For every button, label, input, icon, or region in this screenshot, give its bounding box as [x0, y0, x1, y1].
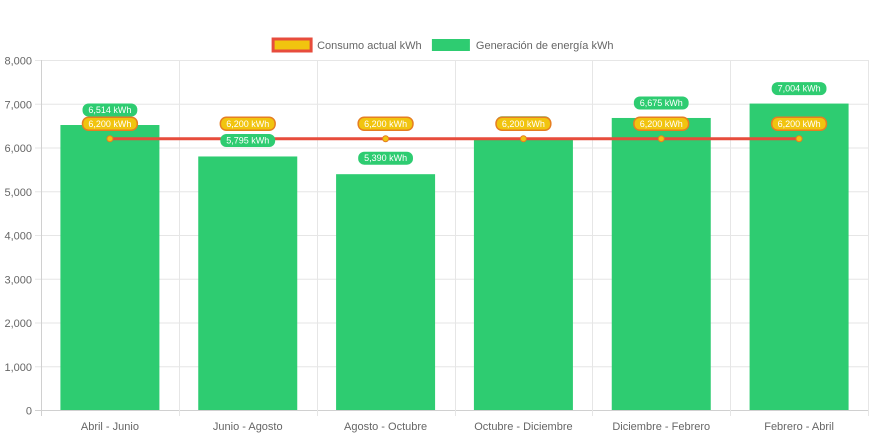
x-tick-label: Agosto - Octubre: [344, 421, 427, 433]
x-tick-label: Diciembre - Febrero: [612, 421, 710, 433]
y-tick-label: 3,000: [4, 274, 32, 286]
label-layer: 6,514 kWh 5,795 kWh 5,390 kWh 6,200 kWh 6,67…: [83, 82, 827, 165]
bar-value-label: 5,390 kWh: [364, 153, 407, 163]
line-value-label: 6,200 kWh: [502, 119, 545, 129]
legend-item-consumo[interactable]: Consumo actual kWh: [273, 39, 422, 52]
bar-value-label: 5,795 kWh: [226, 135, 269, 145]
grid-layer: [35, 60, 869, 416]
bar-generacion: [750, 104, 849, 410]
x-tick-label: Octubre - Diciembre: [474, 421, 572, 433]
line-value-label: 6,200 kWh: [778, 119, 821, 129]
bar-value-label: 6,514 kWh: [88, 105, 131, 115]
line-value-label: 6,200 kWh: [364, 119, 407, 129]
legend-swatch: [432, 39, 470, 51]
legend-label: Consumo actual kWh: [317, 40, 422, 52]
bar-value-label: 7,004 kWh: [778, 84, 821, 94]
bar-generacion: [198, 156, 297, 410]
point-consumo: [520, 136, 526, 142]
line-value-label: 6,200 kWh: [226, 119, 269, 129]
bar-generacion: [612, 118, 711, 410]
line-value-label: 6,200 kWh: [88, 119, 131, 129]
energy-chart: 6,514 kWh 5,795 kWh 5,390 kWh 6,200 kWh 6,67…: [0, 0, 873, 436]
chart-container: 6,514 kWh 5,795 kWh 5,390 kWh 6,200 kWh 6,67…: [0, 0, 873, 436]
bar-generacion: [60, 125, 159, 410]
line-value-label: 6,200 kWh: [640, 119, 683, 129]
x-tick-label: Febrero - Abril: [764, 421, 834, 433]
y-tick-label: 6,000: [4, 143, 32, 155]
y-tick-label: 0: [26, 406, 32, 418]
y-tick-label: 1,000: [4, 362, 32, 374]
legend-label: Generación de energía kWh: [476, 40, 614, 52]
x-tick-label: Junio - Agosto: [213, 421, 283, 433]
legend-item-generacion[interactable]: Generación de energía kWh: [432, 39, 614, 52]
y-tick-label: 7,000: [4, 99, 32, 111]
bar-generacion: [336, 174, 435, 410]
point-consumo: [107, 136, 113, 142]
point-consumo: [383, 136, 389, 142]
point-consumo: [658, 136, 664, 142]
point-consumo: [796, 136, 802, 142]
legend-swatch: [273, 39, 311, 51]
y-tick-label: 5,000: [4, 187, 32, 199]
bar-value-label: 6,675 kWh: [640, 98, 683, 108]
y-tick-label: 2,000: [4, 318, 32, 330]
legend: Consumo actual kWh Generación de energía …: [273, 39, 613, 52]
y-tick-label: 8,000: [4, 56, 32, 68]
x-tick-label: Abril - Junio: [81, 421, 139, 433]
y-tick-label: 4,000: [4, 231, 32, 243]
bar-generacion: [474, 139, 573, 410]
